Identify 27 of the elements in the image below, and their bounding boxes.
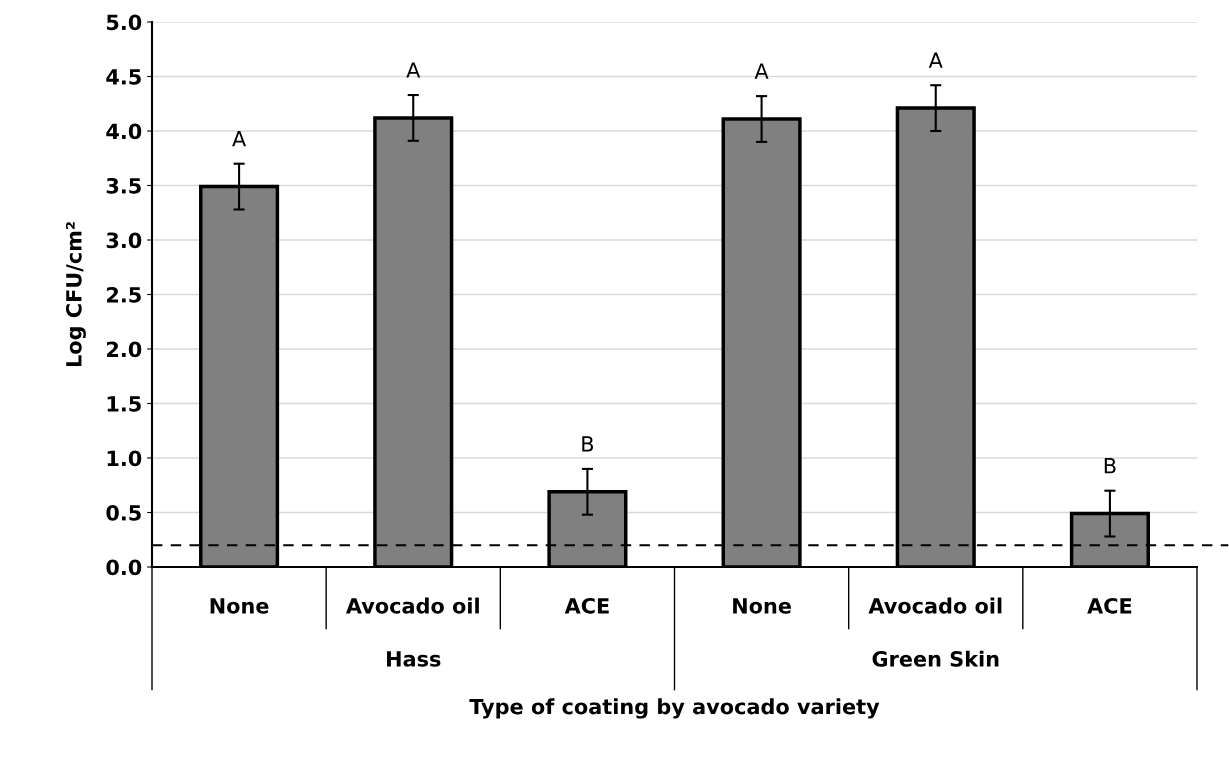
x-tick-label: None — [733, 598, 791, 614]
annotation: A — [928, 52, 943, 68]
y-tick-label: 2.5 — [107, 286, 141, 303]
annotation: A — [406, 62, 421, 78]
x-tick-label: ACE — [564, 597, 609, 614]
y-tick-label: 1.0 — [107, 450, 142, 467]
annotation: B — [1104, 458, 1116, 474]
y-tick-label: 3.0 — [106, 232, 142, 249]
y-tick-label: 4.5 — [106, 69, 141, 85]
x-tick-label: None — [210, 598, 269, 614]
y-tick-label: 4.0 — [106, 123, 142, 140]
y-tick-label: 5.0 — [106, 14, 142, 31]
y-axis-title: Log CFU/cm² — [65, 222, 86, 367]
y-tick-label: 0.5 — [106, 504, 141, 521]
text: Hass — [387, 651, 441, 667]
y-tick-label: 0.0 — [106, 559, 142, 576]
text: Green Skin — [872, 650, 999, 667]
annotation: A — [232, 131, 247, 147]
y-tick-label: 3.5 — [106, 177, 141, 194]
y-tick-label: 1.5 — [107, 396, 141, 412]
annotation: B — [582, 436, 594, 452]
x-tick-label: Avocado oil — [345, 597, 479, 614]
x-tick-label: Avocado oil — [868, 597, 1002, 614]
x-tick-label: ACE — [1087, 597, 1132, 614]
y-tick-label: 2.0 — [107, 341, 142, 358]
annotation: A — [754, 63, 769, 79]
x-axis-title: Type of coating by avocado variety — [469, 698, 880, 719]
